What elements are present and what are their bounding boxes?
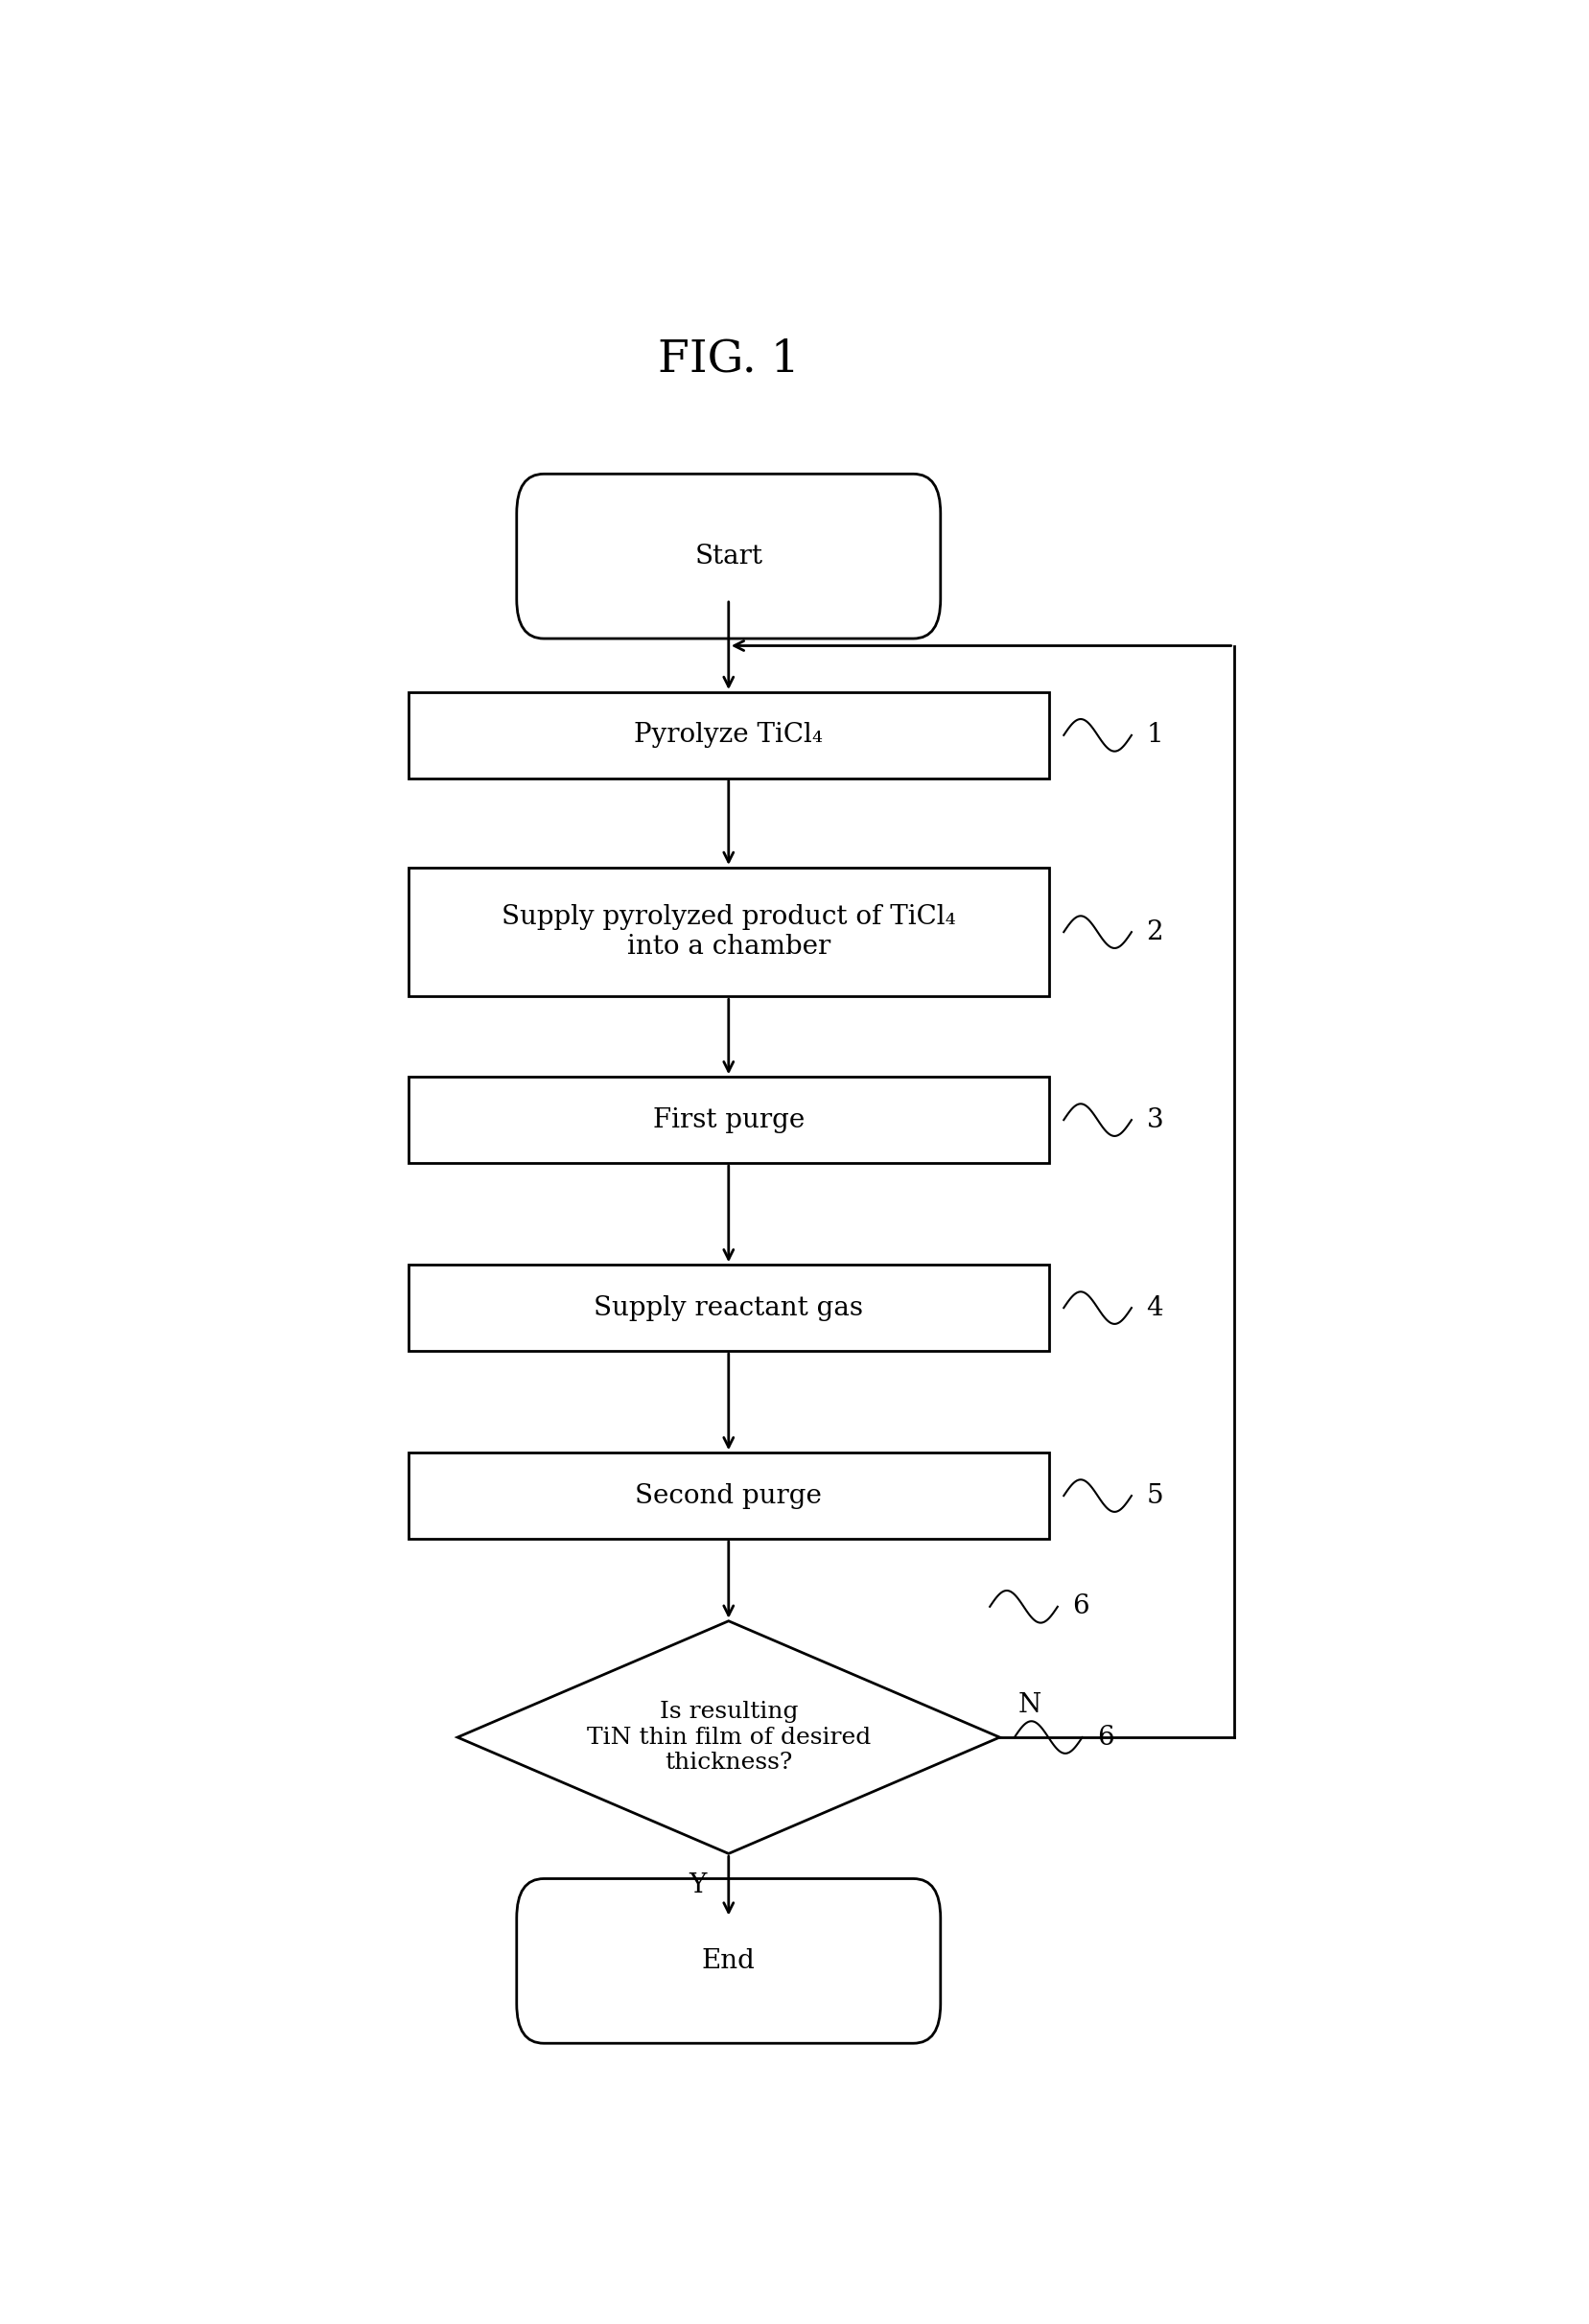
Text: Second purge: Second purge [634, 1483, 822, 1508]
Text: 5: 5 [1146, 1483, 1163, 1508]
Bar [408, 867, 1049, 997]
Text: 1: 1 [1146, 723, 1163, 748]
FancyBboxPatch shape [516, 474, 941, 639]
Text: Supply pyrolyzed product of TiCl₄
into a chamber: Supply pyrolyzed product of TiCl₄ into a… [501, 904, 955, 960]
Text: N: N [1017, 1692, 1041, 1717]
Text: 6: 6 [1096, 1724, 1114, 1750]
Text: Pyrolyze TiCl₄: Pyrolyze TiCl₄ [634, 723, 823, 748]
Text: 3: 3 [1146, 1106, 1163, 1132]
Text: 4: 4 [1146, 1294, 1163, 1320]
Text: FIG. 1: FIG. 1 [658, 337, 799, 381]
Polygon shape [458, 1622, 999, 1855]
Text: 6: 6 [1071, 1594, 1088, 1620]
Bar [408, 1264, 1049, 1350]
Text: Supply reactant gas: Supply reactant gas [594, 1294, 863, 1320]
Text: First purge: First purge [653, 1106, 804, 1132]
FancyBboxPatch shape [516, 1878, 941, 2043]
Text: Y: Y [688, 1873, 706, 1899]
Bar [408, 693, 1049, 779]
Text: Start: Start [694, 544, 763, 569]
Text: End: End [701, 1948, 755, 1973]
Text: 2: 2 [1146, 918, 1163, 946]
Text: Is resulting
TiN thin film of desired
thickness?: Is resulting TiN thin film of desired th… [586, 1701, 871, 1773]
Bar [408, 1076, 1049, 1162]
Bar [408, 1452, 1049, 1538]
